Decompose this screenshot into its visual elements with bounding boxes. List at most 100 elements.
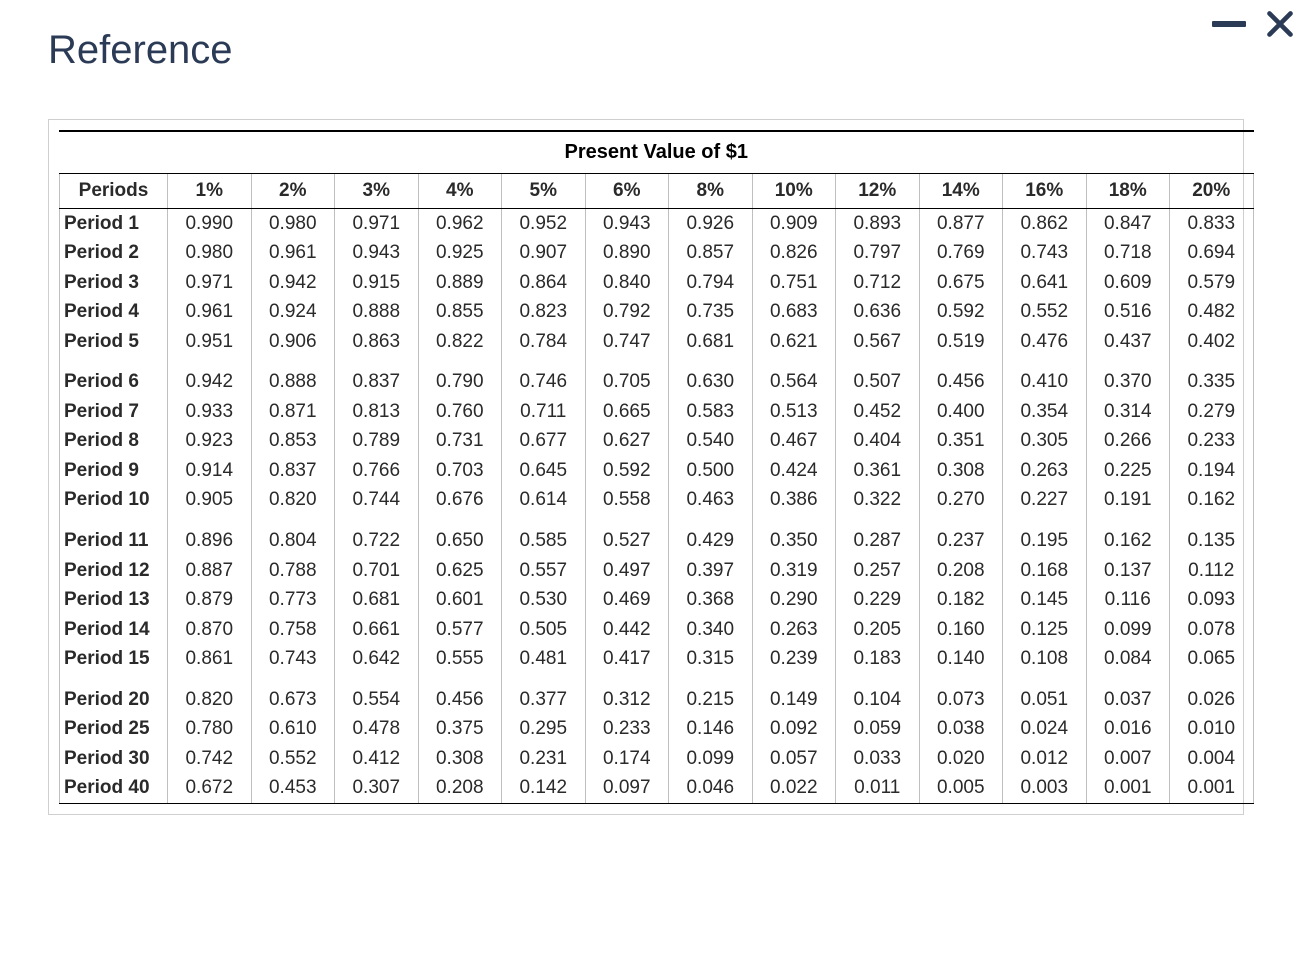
table-cell: 0.263 [1003,456,1087,486]
table-header-rate: 20% [1170,174,1254,208]
table-cell: 0.020 [919,744,1003,774]
table-cell: 0.305 [1003,426,1087,456]
period-label: Period 3 [60,268,168,298]
table-cell: 0.024 [1003,714,1087,744]
table-cell: 0.636 [836,297,920,327]
period-label: Period 14 [60,615,168,645]
table-cell: 0.505 [502,615,586,645]
table-cell: 0.837 [251,456,335,486]
table-cell: 0.162 [1086,526,1170,556]
table-cell: 0.003 [1003,773,1087,803]
table-cell: 0.354 [1003,397,1087,427]
table-cell: 0.760 [418,397,502,427]
table-cell: 0.585 [502,526,586,556]
table-cell: 0.896 [168,526,252,556]
table-cell: 0.718 [1086,238,1170,268]
table-cell: 0.742 [168,744,252,774]
period-label: Period 10 [60,485,168,526]
table-cell: 0.001 [1086,773,1170,803]
table-cell: 0.905 [168,485,252,526]
table-cell: 0.116 [1086,585,1170,615]
close-icon[interactable] [1266,10,1294,38]
table-cell: 0.033 [836,744,920,774]
table-cell: 0.437 [1086,327,1170,368]
table-cell: 0.890 [585,238,669,268]
table-cell: 0.205 [836,615,920,645]
table-cell: 0.915 [335,268,419,298]
table-cell: 0.673 [251,685,335,715]
table-cell: 0.792 [585,297,669,327]
table-cell: 0.555 [418,644,502,685]
table-cell: 0.703 [418,456,502,486]
table-cell: 0.642 [335,644,419,685]
table-cell: 0.564 [752,367,836,397]
table-cell: 0.308 [418,744,502,774]
table-cell: 0.681 [669,327,753,368]
table-cell: 0.893 [836,208,920,238]
table-cell: 0.943 [335,238,419,268]
table-cell: 0.914 [168,456,252,486]
table-cell: 0.583 [669,397,753,427]
table-cell: 0.146 [669,714,753,744]
table-cell: 0.610 [251,714,335,744]
table-cell: 0.961 [251,238,335,268]
table-cell: 0.630 [669,367,753,397]
table-cell: 0.007 [1086,744,1170,774]
table-cell: 0.208 [418,773,502,803]
table-head: Periods1%2%3%4%5%6%8%10%12%14%16%18%20% [60,174,1254,208]
table-header-rate: 10% [752,174,836,208]
table-cell: 0.340 [669,615,753,645]
table-cell: 0.887 [168,556,252,586]
table-cell: 0.833 [1170,208,1254,238]
period-label: Period 9 [60,456,168,486]
table-header-rate: 2% [251,174,335,208]
table-cell: 0.104 [836,685,920,715]
table-cell: 0.705 [585,367,669,397]
table-cell: 0.073 [919,685,1003,715]
period-label: Period 1 [60,208,168,238]
table-cell: 0.527 [585,526,669,556]
table-cell: 0.037 [1086,685,1170,715]
table-cell: 0.552 [251,744,335,774]
table-cell: 0.758 [251,615,335,645]
period-label: Period 6 [60,367,168,397]
table-cell: 0.579 [1170,268,1254,298]
table-header-rate: 1% [168,174,252,208]
table-cell: 0.168 [1003,556,1087,586]
present-value-table: Present Value of $1 Periods1%2%3%4%5%6%8… [59,130,1254,804]
table-header-rate: 12% [836,174,920,208]
minimize-icon[interactable] [1212,21,1246,27]
table-cell: 0.099 [669,744,753,774]
table-cell: 0.456 [418,685,502,715]
table-row: Period 120.8870.7880.7010.6250.5570.4970… [60,556,1254,586]
table-cell: 0.906 [251,327,335,368]
table-cell: 0.877 [919,208,1003,238]
table-cell: 0.315 [669,644,753,685]
table-cell: 0.694 [1170,238,1254,268]
table-cell: 0.140 [919,644,1003,685]
table-cell: 0.375 [418,714,502,744]
table-cell: 0.233 [1170,426,1254,456]
table-cell: 0.482 [1170,297,1254,327]
table-row: Period 140.8700.7580.6610.5770.5050.4420… [60,615,1254,645]
table-cell: 0.397 [669,556,753,586]
table-cell: 0.554 [335,685,419,715]
table-cell: 0.142 [502,773,586,803]
table-cell: 0.961 [168,297,252,327]
table-cell: 0.051 [1003,685,1087,715]
table-cell: 0.823 [502,297,586,327]
table-cell: 0.004 [1170,744,1254,774]
table-cell: 0.227 [1003,485,1087,526]
table-cell: 0.861 [168,644,252,685]
table-cell: 0.500 [669,456,753,486]
table-cell: 0.888 [251,367,335,397]
table-cell: 0.463 [669,485,753,526]
table-cell: 0.078 [1170,615,1254,645]
table-row: Period 400.6720.4530.3070.2080.1420.0970… [60,773,1254,803]
table-cell: 0.417 [585,644,669,685]
table-row: Period 90.9140.8370.7660.7030.6450.5920.… [60,456,1254,486]
table-header-rate: 16% [1003,174,1087,208]
table-cell: 0.840 [585,268,669,298]
table-body: Period 10.9900.9800.9710.9620.9520.9430.… [60,208,1254,803]
table-cell: 0.162 [1170,485,1254,526]
